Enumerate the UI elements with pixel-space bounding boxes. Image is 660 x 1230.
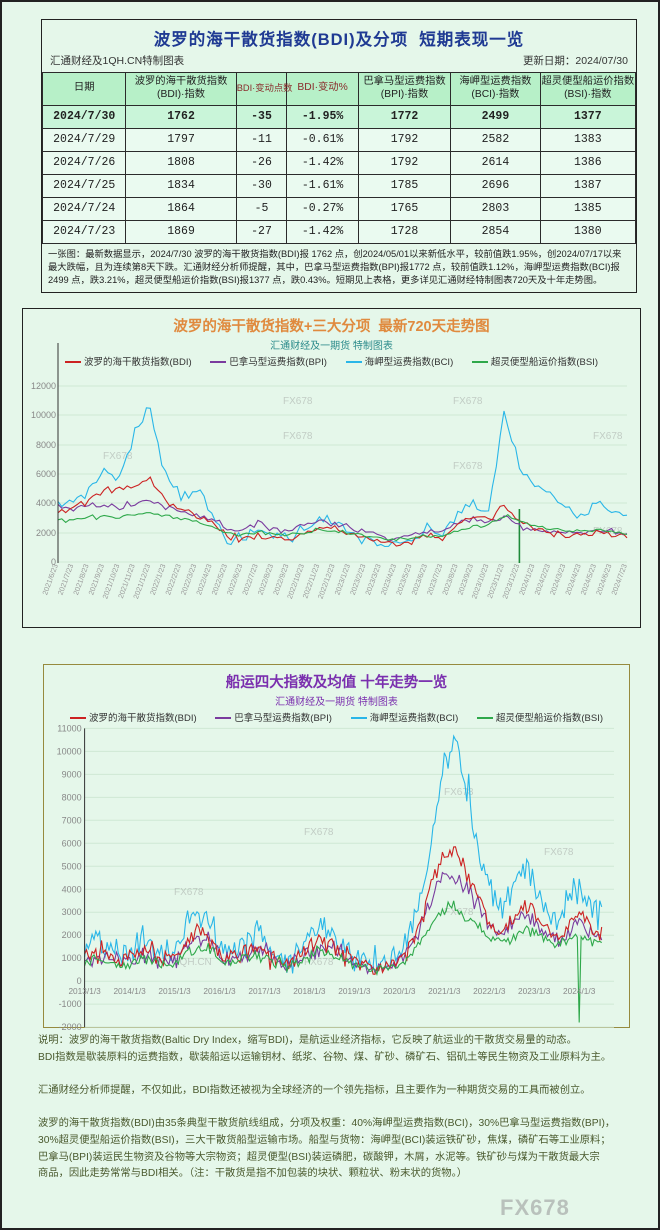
svg-text:FX678: FX678 xyxy=(453,461,483,472)
svg-text:3000: 3000 xyxy=(62,907,82,917)
svg-text:FX678: FX678 xyxy=(453,396,483,407)
svg-text:2024/1/3: 2024/1/3 xyxy=(563,986,596,996)
svg-text:2019/1/3: 2019/1/3 xyxy=(338,986,371,996)
svg-text:2020/1/3: 2020/1/3 xyxy=(383,986,416,996)
svg-text:2000: 2000 xyxy=(62,930,82,940)
svg-text:-2000: -2000 xyxy=(59,1022,82,1030)
svg-text:FX678: FX678 xyxy=(174,887,204,898)
svg-text:-1000: -1000 xyxy=(59,999,82,1009)
svg-text:2021/1/3: 2021/1/3 xyxy=(428,986,461,996)
svg-text:FX678: FX678 xyxy=(304,827,334,838)
svg-text:4000: 4000 xyxy=(36,498,56,508)
svg-text:FX678: FX678 xyxy=(544,847,574,858)
svg-text:9000: 9000 xyxy=(62,769,82,779)
svg-text:8000: 8000 xyxy=(62,792,82,802)
svg-text:FX678: FX678 xyxy=(593,431,623,442)
svg-text:2014/1/3: 2014/1/3 xyxy=(113,986,146,996)
svg-text:2022/1/3: 2022/1/3 xyxy=(473,986,506,996)
svg-text:0: 0 xyxy=(77,976,82,986)
svg-text:10000: 10000 xyxy=(31,410,56,420)
svg-text:4000: 4000 xyxy=(62,884,82,894)
svg-text:2018/1/3: 2018/1/3 xyxy=(293,986,326,996)
svg-text:2000: 2000 xyxy=(36,528,56,538)
svg-text:6000: 6000 xyxy=(62,838,82,848)
svg-text:11000: 11000 xyxy=(57,723,81,733)
svg-text:2015/1/3: 2015/1/3 xyxy=(158,986,191,996)
svg-text:2016/1/3: 2016/1/3 xyxy=(203,986,236,996)
svg-text:2013/1/3: 2013/1/3 xyxy=(68,986,101,996)
svg-text:2017/1/3: 2017/1/3 xyxy=(248,986,281,996)
svg-text:FX678: FX678 xyxy=(283,431,313,442)
svg-text:FX678: FX678 xyxy=(283,396,313,407)
svg-text:2023/1/3: 2023/1/3 xyxy=(518,986,551,996)
svg-text:8000: 8000 xyxy=(36,440,56,450)
svg-text:12000: 12000 xyxy=(31,381,56,391)
svg-text:5000: 5000 xyxy=(62,861,82,871)
svg-text:1000: 1000 xyxy=(62,953,82,963)
svg-text:6000: 6000 xyxy=(36,469,56,479)
svg-text:7000: 7000 xyxy=(62,815,82,825)
svg-text:10000: 10000 xyxy=(57,746,82,756)
